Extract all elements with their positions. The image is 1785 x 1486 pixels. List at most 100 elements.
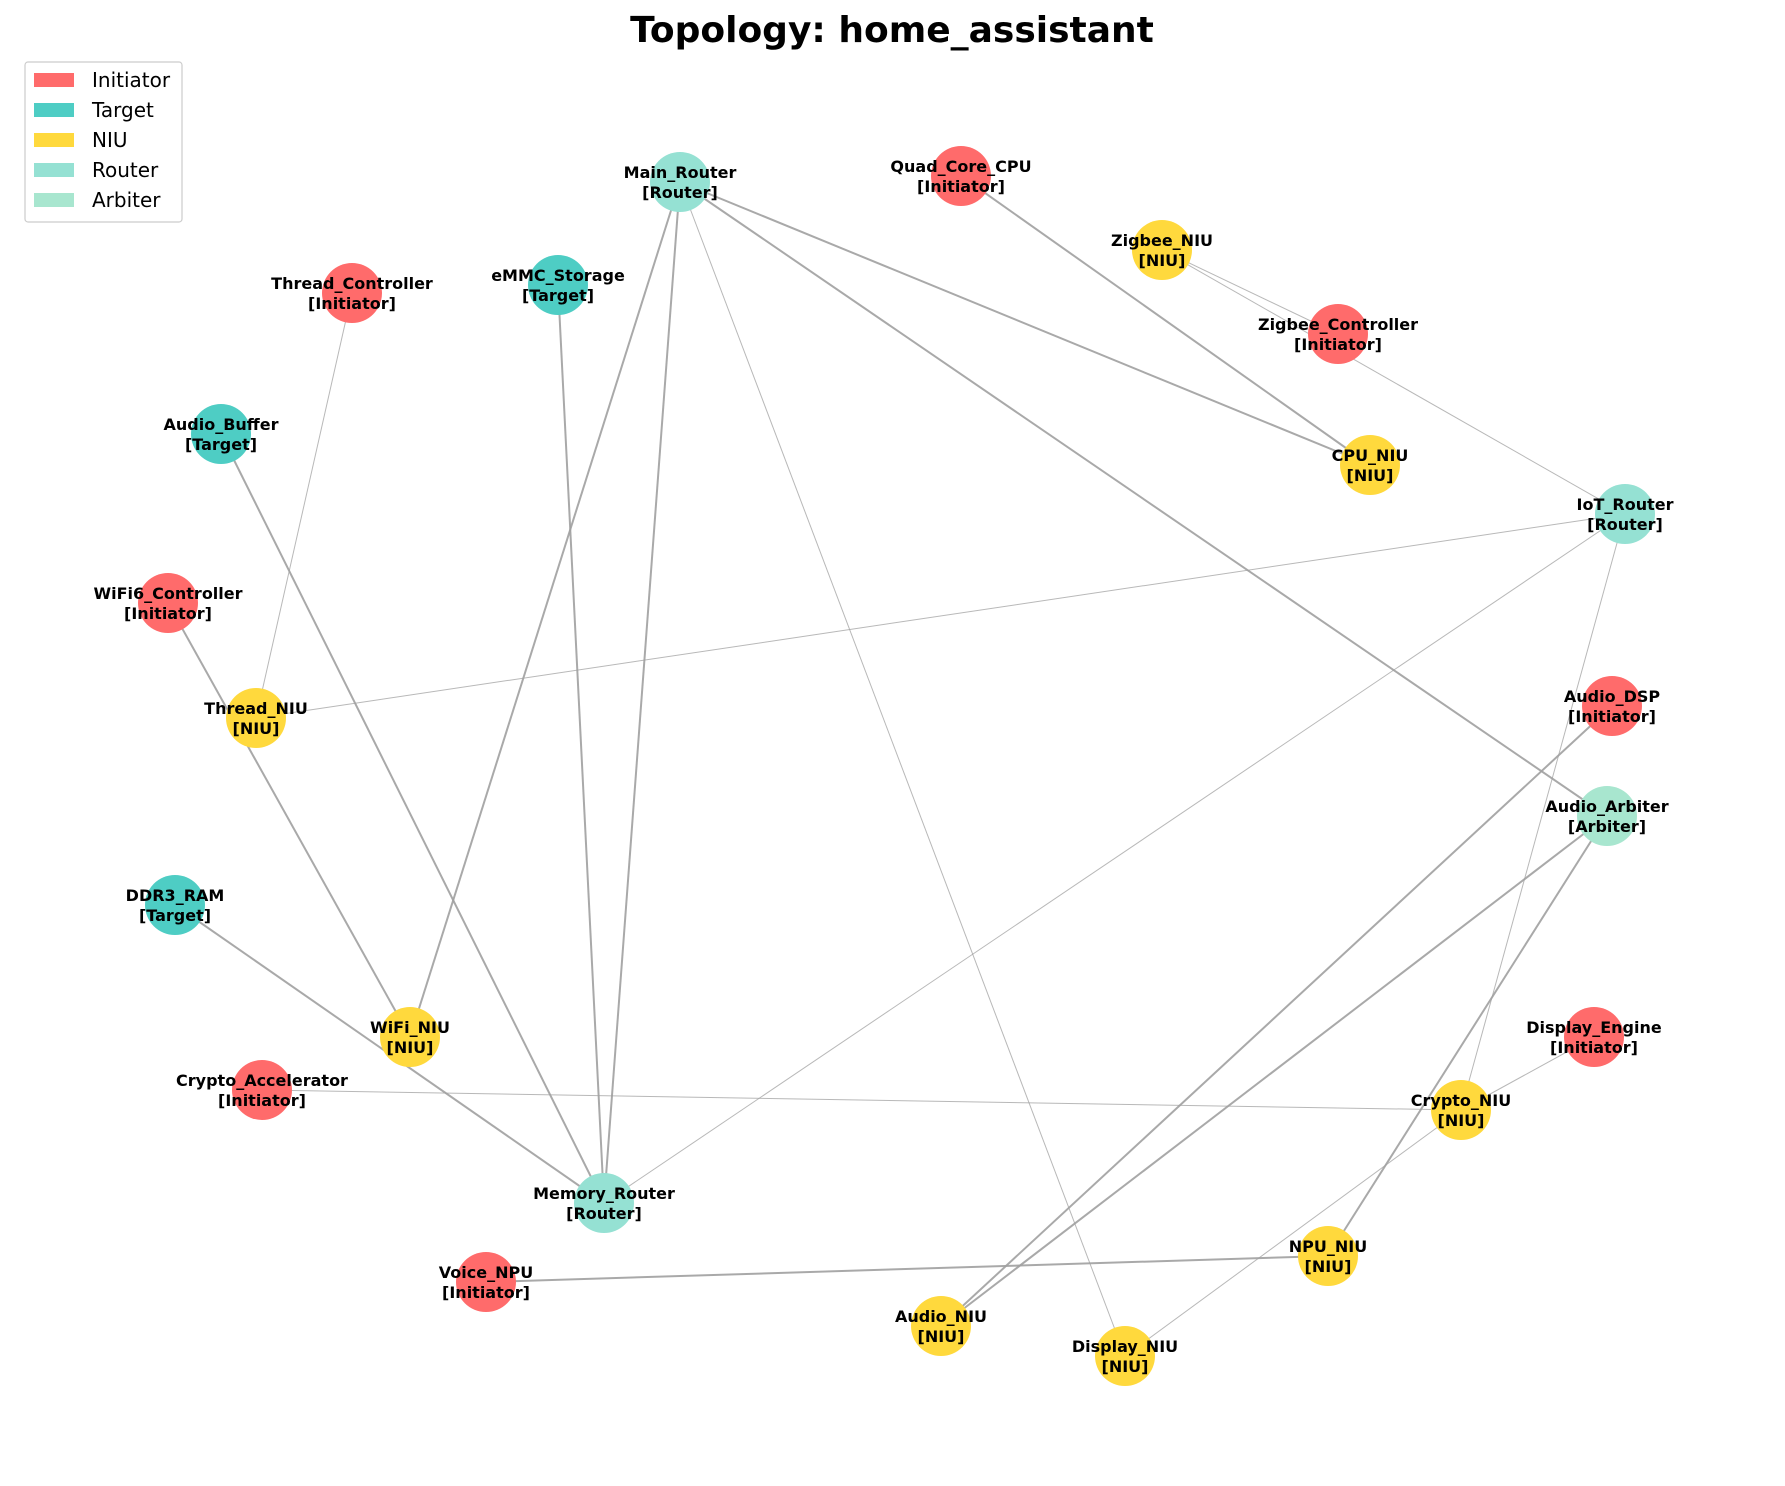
node-role-label: [Initiator] [1550, 1038, 1638, 1057]
node-name-label: Crypto_Accelerator [176, 1071, 348, 1090]
edge-Crypto_NIU-Display_NIU [1124, 1109, 1462, 1357]
legend-swatch-target [34, 103, 74, 117]
node-name-label: Audio_Arbiter [1545, 797, 1668, 816]
node-name-label: Audio_Buffer [164, 415, 279, 434]
node-role-label: [NIU] [918, 1327, 965, 1346]
edge-Zigbee_NIU-Zigbee_Controller [1161, 249, 1339, 335]
edge-Voice_NPU-NPU_NIU [485, 1255, 1329, 1283]
edge-Audio_Arbiter-Audio_NIU [940, 815, 1608, 1327]
edge-Main_Router-Memory_Router [603, 181, 681, 1204]
legend-label-niu: NIU [92, 128, 128, 152]
node-circle [1132, 220, 1192, 280]
legend-swatch-arbiter [34, 193, 74, 207]
legend: Initiator Target NIU Router Arbiter [24, 61, 183, 223]
edge-Audio_DSP-Audio_NIU [940, 705, 1613, 1327]
node-role-label: [NIU] [1438, 1111, 1485, 1130]
edge-eMMC_Storage-Memory_Router [557, 284, 605, 1204]
node-name-label: WiFi6_Controller [93, 584, 242, 603]
node-role-label: [Target] [522, 286, 594, 305]
node-eMMC_Storage: eMMC_Storage[Target] [491, 255, 625, 315]
node-Quad_Core_CPU: Quad_Core_CPU[Initiator] [890, 146, 1032, 206]
node-circle [1431, 1080, 1491, 1140]
node-name-label: Voice_NPU [439, 1263, 533, 1282]
edge-Main_Router-Display_NIU [679, 181, 1126, 1357]
node-circle [1577, 786, 1637, 846]
node-circle [1308, 304, 1368, 364]
node-role-label: [Router] [642, 183, 718, 202]
edge-Main_Router-CPU_NIU [679, 181, 1371, 466]
node-circle [911, 1296, 971, 1356]
edge-IoT_Router-Thread_NIU [255, 513, 1626, 719]
node-role-label: [Router] [566, 1204, 642, 1223]
edge-Thread_Controller-Thread_NIU [255, 292, 353, 719]
node-NPU_NIU: NPU_NIU[NIU] [1289, 1226, 1367, 1286]
node-Display_Engine: Display_Engine[Initiator] [1526, 1007, 1662, 1067]
node-role-label: [Initiator] [1294, 335, 1382, 354]
node-name-label: DDR3_RAM [126, 886, 225, 905]
edge-IoT_Router-Crypto_NIU [1460, 513, 1626, 1111]
node-name-label: Quad_Core_CPU [890, 157, 1031, 176]
node-circle [322, 263, 382, 323]
node-circle [650, 152, 710, 212]
node-role-label: [NIU] [1139, 251, 1186, 270]
node-circle [1564, 1007, 1624, 1067]
node-circle [1095, 1326, 1155, 1386]
node-Audio_DSP: Audio_DSP[Initiator] [1564, 676, 1660, 736]
node-Voice_NPU: Voice_NPU[Initiator] [439, 1252, 533, 1312]
node-CPU_NIU: CPU_NIU[NIU] [1332, 435, 1408, 495]
legend-label-initiator: Initiator [92, 68, 171, 92]
edge-Audio_Arbiter-NPU_NIU [1327, 815, 1608, 1257]
node-name-label: Thread_Controller [271, 274, 433, 293]
edge-Zigbee_NIU-IoT_Router [1161, 249, 1626, 515]
node-circle [1340, 435, 1400, 495]
node-circle [380, 1007, 440, 1067]
node-circle [528, 255, 588, 315]
node-Crypto_NIU: Crypto_NIU[NIU] [1411, 1080, 1512, 1140]
node-name-label: NPU_NIU [1289, 1237, 1367, 1256]
node-Zigbee_NIU: Zigbee_NIU[NIU] [1111, 220, 1213, 280]
node-role-label: [Arbiter] [1568, 817, 1646, 836]
edge-Main_Router-Audio_Arbiter [679, 181, 1608, 817]
edge-IoT_Router-Memory_Router [603, 513, 1626, 1204]
node-WiFi_NIU: WiFi_NIU[NIU] [370, 1007, 450, 1067]
node-Audio_NIU: Audio_NIU[NIU] [895, 1296, 987, 1356]
node-name-label: Crypto_NIU [1411, 1091, 1512, 1110]
node-circle [226, 688, 286, 748]
legend-label-router: Router [92, 158, 159, 182]
node-role-label: [Initiator] [917, 177, 1005, 196]
node-Zigbee_Controller: Zigbee_Controller[Initiator] [1258, 304, 1418, 364]
node-circle [138, 573, 198, 633]
node-circle [191, 404, 251, 464]
node-DDR3_RAM: DDR3_RAM[Target] [126, 875, 225, 935]
node-name-label: IoT_Router [1577, 495, 1674, 514]
node-circle [232, 1060, 292, 1120]
node-role-label: [NIU] [1305, 1257, 1352, 1276]
node-name-label: Thread_NIU [204, 699, 308, 718]
node-role-label: [Initiator] [124, 604, 212, 623]
node-name-label: Zigbee_Controller [1258, 315, 1418, 334]
legend-swatch-niu [34, 133, 74, 147]
legend-label-target: Target [91, 98, 154, 122]
node-circle [1595, 484, 1655, 544]
node-role-label: [NIU] [1347, 466, 1394, 485]
node-WiFi6_Controller: WiFi6_Controller[Initiator] [93, 573, 243, 633]
edge-Main_Router-WiFi_NIU [409, 181, 681, 1038]
node-name-label: eMMC_Storage [491, 266, 625, 285]
legend-swatch-initiator [34, 73, 74, 87]
legend-frame [24, 61, 183, 223]
node-role-label: [Router] [1587, 515, 1663, 534]
node-role-label: [Initiator] [1568, 707, 1656, 726]
node-IoT_Router: IoT_Router[Router] [1577, 484, 1674, 544]
legend-swatch-router [34, 163, 74, 177]
node-Audio_Buffer: Audio_Buffer[Target] [164, 404, 279, 464]
node-name-label: Main_Router [624, 163, 737, 182]
node-role-label: [NIU] [1102, 1357, 1149, 1376]
node-circle [574, 1173, 634, 1233]
node-circle [1582, 676, 1642, 736]
edges-layer [167, 175, 1626, 1357]
node-name-label: Audio_NIU [895, 1307, 987, 1326]
node-circle [931, 146, 991, 206]
node-name-label: Memory_Router [533, 1184, 675, 1203]
node-role-label: [Initiator] [442, 1283, 530, 1302]
